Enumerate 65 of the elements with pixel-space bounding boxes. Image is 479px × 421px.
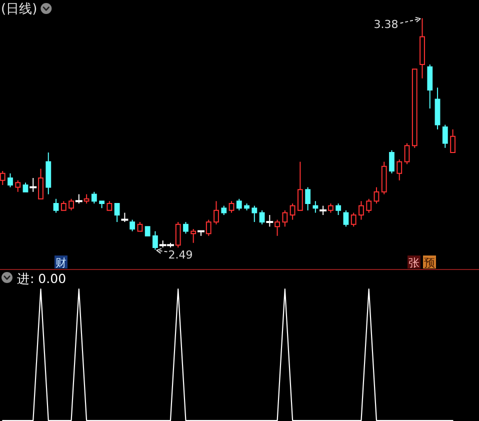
candlestick (244, 202, 250, 211)
candlestick (75, 194, 82, 204)
candlestick (259, 210, 265, 225)
candlestick (381, 161, 387, 195)
candlestick (290, 202, 296, 220)
candlestick (91, 191, 97, 204)
candlestick (144, 226, 150, 236)
candlestick (38, 168, 44, 200)
candlestick (183, 222, 188, 234)
candlestick (442, 124, 448, 148)
flag: 预 (423, 256, 436, 270)
candlestick (312, 200, 318, 214)
candlestick (282, 210, 288, 228)
candlestick (30, 178, 37, 192)
candlestick (305, 186, 311, 211)
candlestick (198, 230, 204, 236)
candlestick (320, 205, 327, 216)
candlestick (420, 18, 425, 79)
candlestick (22, 182, 28, 192)
candlestick (46, 152, 52, 195)
candlestick (0, 170, 6, 186)
candlestick (366, 198, 372, 214)
candlestick (60, 200, 66, 211)
flag: 张 (408, 256, 420, 270)
candlestick (343, 210, 349, 228)
candlestick (206, 219, 212, 236)
candlestick (389, 150, 394, 174)
annotation: 3.38 (374, 18, 398, 32)
candlestick (412, 68, 418, 148)
candlestick (221, 205, 227, 216)
candlestick (214, 200, 219, 225)
candlestick (114, 202, 120, 223)
candlestick (68, 198, 74, 211)
candlestick (8, 172, 13, 188)
candlestick (434, 87, 440, 130)
candlestick (99, 200, 104, 209)
annotation: 2.49 (168, 248, 193, 262)
candlestick (396, 158, 402, 181)
chart-title: 进: 0.00 (17, 271, 66, 286)
candlestick (175, 222, 181, 248)
candlestick (350, 212, 356, 228)
candlestick (328, 202, 334, 214)
candlestick (228, 200, 234, 214)
candlestick (336, 202, 342, 216)
chart-title: (日线) (1, 2, 38, 17)
candlestick (274, 219, 280, 236)
candlestick (130, 219, 136, 232)
candlestick (252, 205, 258, 223)
candlestick (53, 198, 59, 214)
candlestick (404, 142, 410, 165)
flag: 财 (54, 256, 68, 270)
candlestick (297, 161, 303, 211)
candlestick (152, 230, 158, 250)
candlestick (358, 200, 364, 220)
candlestick (121, 212, 128, 223)
candlestick (190, 228, 196, 244)
candlestick (374, 186, 380, 204)
candlestick (236, 198, 242, 211)
candlestick (266, 214, 274, 228)
candlestick (427, 64, 433, 110)
candlestick (106, 200, 112, 211)
candlestick (84, 194, 90, 204)
candlestick (15, 180, 21, 192)
candlestick (137, 222, 143, 232)
candlestick (450, 128, 456, 154)
